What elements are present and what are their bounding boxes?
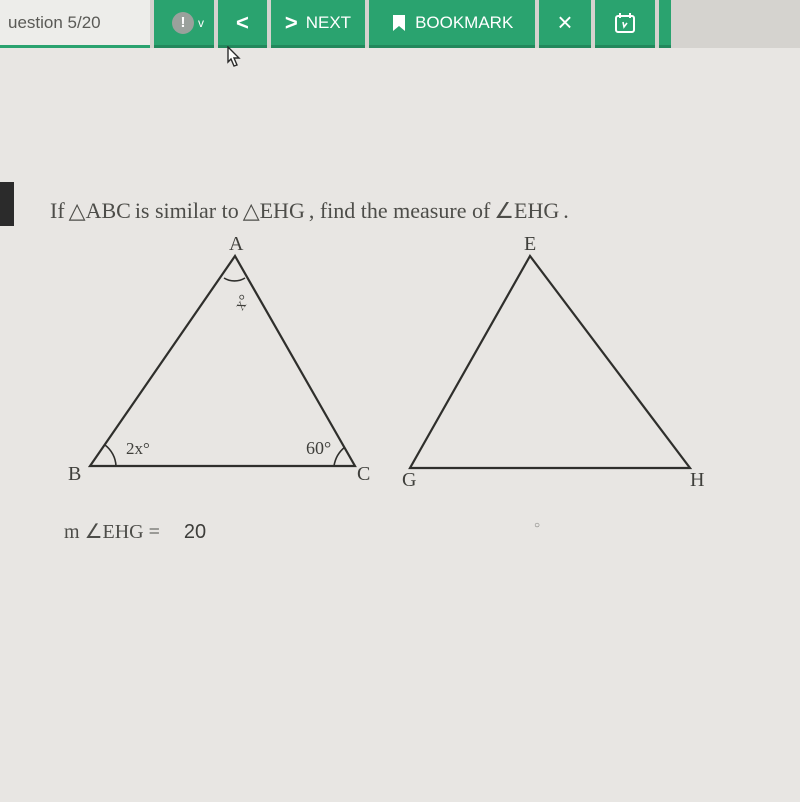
bookmark-button[interactable]: BOOKMARK [369, 0, 535, 48]
answer-eq: = [144, 521, 160, 543]
bookmark-icon [391, 14, 407, 32]
q-tri1: △ABC [69, 198, 131, 224]
info-dropdown[interactable]: ! v [154, 0, 214, 48]
q-angle: ∠EHG [494, 198, 559, 224]
chevron-down-icon: v [198, 16, 204, 30]
content-area: If △ABC is similar to △EHG , find the me… [0, 48, 800, 544]
info-icon: ! [172, 12, 194, 34]
q-suffix: . [563, 198, 569, 224]
question-counter-label: uestion 5/20 [8, 13, 101, 33]
next-label: NEXT [306, 13, 351, 33]
degree-mark: ○ [534, 520, 540, 531]
extra-button[interactable] [659, 0, 671, 48]
triangle-abc: A B C x° 2x° 60° [68, 236, 370, 485]
question-text: If △ABC is similar to △EHG , find the me… [50, 198, 770, 224]
next-icon: > [285, 10, 298, 36]
svg-text:E: E [524, 236, 536, 255]
triangle-ehg: E G H [402, 236, 704, 491]
q-prefix: If [50, 198, 65, 224]
svg-text:60°: 60° [306, 438, 331, 458]
prev-button[interactable]: < [218, 0, 267, 48]
svg-text:G: G [402, 469, 416, 491]
left-marker [0, 182, 14, 226]
q-tri2: △EHG [243, 198, 305, 224]
svg-text:C: C [357, 463, 370, 485]
answer-label: m ∠EHG = [64, 519, 160, 544]
q-mid: is similar to [135, 198, 239, 224]
svg-text:x°: x° [231, 292, 253, 314]
svg-text:2x°: 2x° [126, 439, 150, 458]
answer-value[interactable]: 20 [184, 521, 206, 544]
bookmark-label: BOOKMARK [415, 13, 513, 33]
calendar-icon [613, 11, 637, 35]
close-button[interactable]: × [539, 0, 590, 48]
question-counter: uestion 5/20 [0, 0, 150, 48]
answer-row: m ∠EHG = 20 [64, 519, 770, 544]
triangles-svg: A B C x° 2x° 60° E G H [50, 236, 750, 496]
q-mid2: , find the measure of [309, 198, 490, 224]
svg-text:B: B [68, 463, 81, 485]
svg-text:A: A [229, 236, 244, 255]
answer-angle: ∠EHG [85, 521, 144, 543]
diagram: A B C x° 2x° 60° E G H [50, 236, 770, 501]
svg-text:H: H [690, 469, 704, 491]
calendar-button[interactable] [595, 0, 655, 48]
answer-prefix: m [64, 521, 85, 543]
prev-icon: < [236, 10, 249, 36]
toolbar: uestion 5/20 ! v < > NEXT BOOKMARK × [0, 0, 800, 48]
next-button[interactable]: > NEXT [271, 0, 365, 48]
close-icon: × [557, 7, 572, 38]
